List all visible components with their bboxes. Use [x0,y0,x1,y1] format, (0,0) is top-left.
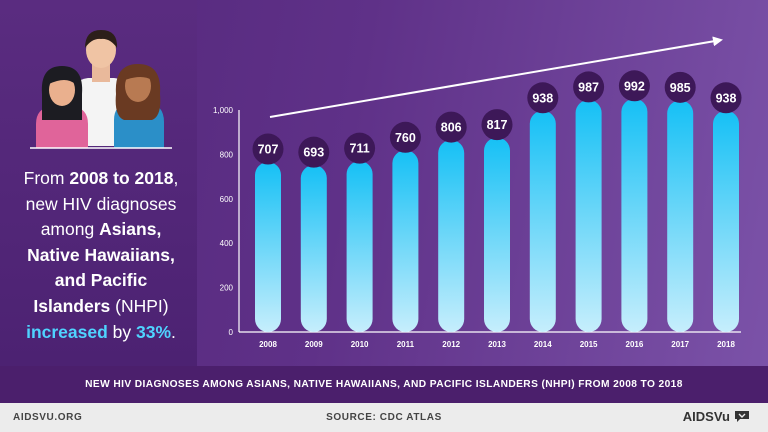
y-tick-label: 400 [220,239,234,248]
value-bubble-2011 [389,121,421,153]
footer: AIDSVU.ORG SOURCE: CDC ATLAS AIDSVu [0,403,768,432]
x-tick-label-2013: 2013 [488,340,506,349]
headline-line1-pre: From [23,168,70,188]
bar-2012 [438,140,465,332]
y-tick-label: 1,000 [213,106,234,115]
value-bubble-2014 [527,82,559,114]
x-tick-label-2017: 2017 [671,340,689,349]
data-label-2017: 985 [670,81,691,95]
y-tick-label: 0 [229,328,234,337]
headline-text: From 2008 to 2018, new HIV diagnoses amo… [8,166,194,345]
woman-left-figure [36,66,88,148]
y-tick-label: 600 [220,195,234,204]
headline-line3-pre: among [40,219,100,240]
headline-period: . [171,321,176,342]
bar-2011 [392,150,419,332]
trend-arrow [269,36,723,118]
x-tick-label-2016: 2016 [626,340,644,349]
logo-text: AIDSVu [682,409,730,424]
chart-title: NEW HIV DIAGNOSES AMONG ASIANS, NATIVE H… [85,379,683,390]
headline-by: by [107,321,137,342]
data-label-2012: 806 [441,121,462,135]
value-bubble-2010 [344,132,376,164]
headline-nhpi: (NHPI) [110,295,169,316]
headline-line1-post: , [173,168,179,188]
headline-percent: 33% [136,321,172,342]
aidsvu-logo: AIDSVu [683,409,750,424]
headline-native-hawaiians: Native Hawaiians, [27,244,175,265]
infographic-main: From 2008 to 2018, new HIV diagnoses amo… [0,0,768,366]
data-label-2009: 693 [303,146,324,160]
bar-2017 [667,100,694,332]
bars-group: 707 2008 693 2009 711 2010 760 2011 806 2012 817 20… [252,70,742,349]
headline-asians: Asians, [99,219,162,240]
value-bubble-2018 [710,82,742,114]
x-tick-label-2014: 2014 [534,340,552,349]
x-tick-label-2010: 2010 [351,340,369,349]
x-tick-label-2015: 2015 [580,340,598,349]
headline-line2: new HIV diagnoses [25,193,177,214]
x-tick-label-2009: 2009 [305,340,323,349]
data-label-2013: 817 [487,118,508,132]
data-label-2008: 707 [258,143,279,157]
bar-2008 [255,162,281,332]
x-tick-label-2011: 2011 [397,340,415,349]
y-axis-ticks: 0 200 400 600 800 1,000 [213,106,234,337]
site-link[interactable]: AIDSVU.ORG [13,412,83,423]
headline-islanders: Islanders [33,295,111,316]
data-label-2015: 987 [578,80,599,94]
value-bubble-2012 [435,111,467,143]
speech-bubble-icon [735,411,749,422]
woman-right-figure [114,64,164,148]
bar-2018 [713,110,739,332]
bar-2014 [529,110,556,332]
data-label-2016: 992 [624,79,645,93]
value-bubble-2016 [618,70,650,102]
x-tick-label-2012: 2012 [442,340,460,349]
y-tick-label: 200 [220,284,234,293]
headline-and-pacific: and Pacific [54,270,148,291]
left-panel: From 2008 to 2018, new HIV diagnoses amo… [0,0,197,366]
x-tick-label-2008: 2008 [259,340,277,349]
value-bubble-2017 [664,71,696,103]
headline-increased: increased [26,321,108,342]
value-bubble-2013 [481,109,513,141]
value-bubble-2008 [252,133,284,165]
y-tick-label: 800 [220,150,234,159]
people-illustration [30,30,172,149]
value-bubble-2009 [298,136,330,168]
data-label-2010: 711 [350,142,370,156]
bar-2013 [484,137,510,332]
data-label-2014: 938 [532,91,553,105]
data-label-2018: 938 [716,91,737,105]
bar-chart: 0 200 400 600 800 1,000 707 2008 693 2009 711 2010… [213,36,742,349]
bar-2010 [346,161,373,332]
x-tick-label-2018: 2018 [717,340,735,349]
bar-2015 [575,99,602,332]
headline-years: 2008 to 2018 [69,168,174,188]
source-label: SOURCE: CDC ATLAS [326,412,442,423]
chart-title-bar: NEW HIV DIAGNOSES AMONG ASIANS, NATIVE H… [0,366,768,403]
bar-2009 [300,165,327,332]
value-bubble-2015 [573,71,605,103]
data-label-2011: 760 [395,131,416,145]
bar-2016 [621,98,648,332]
